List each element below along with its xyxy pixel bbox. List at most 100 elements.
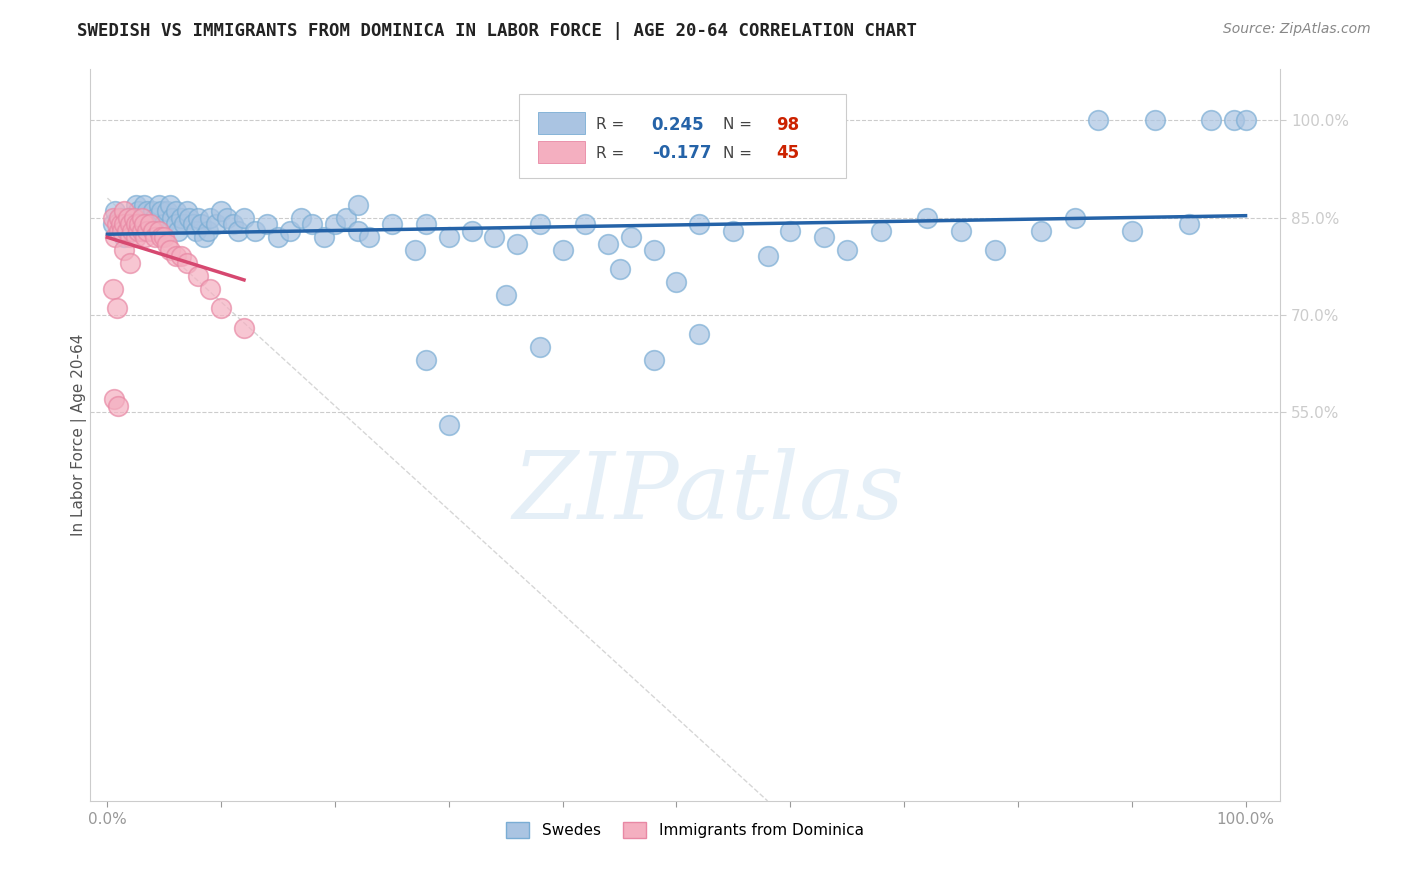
Point xyxy=(346,223,368,237)
Point xyxy=(221,217,243,231)
Point xyxy=(101,211,124,225)
Point xyxy=(136,204,159,219)
Point xyxy=(598,236,620,251)
Point xyxy=(359,230,381,244)
Point xyxy=(209,204,232,219)
Text: SWEDISH VS IMMIGRANTS FROM DOMINICA IN LABOR FORCE | AGE 20-64 CORRELATION CHART: SWEDISH VS IMMIGRANTS FROM DOMINICA IN L… xyxy=(77,22,917,40)
Point xyxy=(643,353,665,368)
Point xyxy=(176,256,198,270)
Point xyxy=(120,211,142,225)
Point xyxy=(155,236,177,251)
Point xyxy=(688,327,710,342)
Point xyxy=(404,243,426,257)
Point xyxy=(131,223,153,237)
Point xyxy=(233,211,256,225)
Point xyxy=(186,223,208,237)
Text: R =: R = xyxy=(596,145,628,161)
Point xyxy=(128,217,150,231)
Point xyxy=(114,243,136,257)
Point xyxy=(165,204,187,219)
Text: N =: N = xyxy=(723,145,756,161)
Point xyxy=(104,204,127,219)
Point xyxy=(1143,113,1166,128)
Point xyxy=(688,217,710,231)
Point xyxy=(121,223,143,237)
Point xyxy=(723,223,745,237)
Point xyxy=(197,223,219,237)
Point xyxy=(643,243,665,257)
Point xyxy=(110,217,132,231)
Point xyxy=(233,320,256,334)
Point xyxy=(143,211,166,225)
Point xyxy=(204,217,226,231)
Text: Source: ZipAtlas.com: Source: ZipAtlas.com xyxy=(1223,22,1371,37)
Point xyxy=(138,223,160,237)
Point xyxy=(165,217,187,231)
Point xyxy=(779,223,801,237)
Point xyxy=(256,217,278,231)
Point xyxy=(870,223,893,237)
Text: -0.177: -0.177 xyxy=(652,145,711,162)
Point xyxy=(134,230,156,244)
Point xyxy=(105,217,128,231)
Point xyxy=(215,211,238,225)
Point xyxy=(529,340,551,354)
Point xyxy=(153,230,176,244)
Point xyxy=(984,243,1007,257)
FancyBboxPatch shape xyxy=(519,95,845,178)
Point xyxy=(529,217,551,231)
Point xyxy=(198,211,221,225)
Point xyxy=(173,217,195,231)
Point xyxy=(665,276,688,290)
Point xyxy=(190,217,212,231)
Point xyxy=(153,217,176,231)
Point xyxy=(1029,223,1052,237)
Point xyxy=(131,211,153,225)
Point xyxy=(125,217,148,231)
FancyBboxPatch shape xyxy=(537,141,585,162)
Point xyxy=(136,223,159,237)
Text: 45: 45 xyxy=(776,145,800,162)
Point xyxy=(187,268,209,283)
Point xyxy=(143,230,166,244)
Text: 0.245: 0.245 xyxy=(652,116,704,134)
Legend: Swedes, Immigrants from Dominica: Swedes, Immigrants from Dominica xyxy=(501,816,870,845)
Point xyxy=(125,217,148,231)
Point xyxy=(120,217,142,231)
Point xyxy=(122,211,145,225)
Point xyxy=(167,223,190,237)
Point xyxy=(114,204,136,219)
Point xyxy=(950,223,973,237)
Point xyxy=(312,230,335,244)
Point xyxy=(105,301,128,316)
Text: N =: N = xyxy=(723,117,756,132)
Point xyxy=(110,211,132,225)
Point xyxy=(136,217,159,231)
Point xyxy=(574,217,596,231)
Point xyxy=(131,223,153,237)
Point xyxy=(107,399,129,413)
Point xyxy=(193,230,215,244)
Point xyxy=(415,217,437,231)
Point xyxy=(756,250,779,264)
Point xyxy=(149,230,172,244)
Point xyxy=(148,223,170,237)
Point xyxy=(127,204,149,219)
Point xyxy=(104,230,127,244)
Point xyxy=(115,217,138,231)
Point xyxy=(142,204,165,219)
Point xyxy=(506,236,529,251)
Point xyxy=(115,223,138,237)
Point xyxy=(323,217,346,231)
Point xyxy=(142,217,165,231)
Point xyxy=(181,217,204,231)
Point xyxy=(837,243,859,257)
Point xyxy=(117,211,139,225)
Point xyxy=(381,217,404,231)
Point xyxy=(176,204,198,219)
Point xyxy=(460,223,482,237)
Point xyxy=(915,211,938,225)
Point xyxy=(114,230,136,244)
Point xyxy=(245,223,267,237)
Point xyxy=(226,223,249,237)
